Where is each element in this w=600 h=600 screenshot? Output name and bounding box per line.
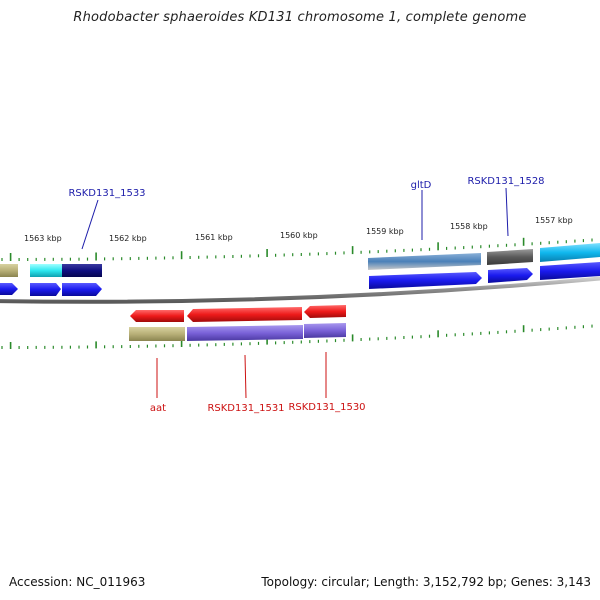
feature-box[interactable]: [62, 264, 102, 277]
forward-gene-arrow[interactable]: [369, 272, 482, 289]
reverse-gene-arrow[interactable]: [187, 307, 302, 322]
ruler-label: 1560 kbp: [280, 231, 318, 240]
ruler-label: 1562 kbp: [109, 234, 147, 243]
genome-summary-text: Topology: circular; Length: 3,152,792 bp…: [261, 575, 591, 589]
feature-box[interactable]: [368, 253, 481, 270]
ruler-label: 1557 kbp: [535, 216, 573, 225]
forward-gene-arrow[interactable]: [540, 262, 600, 280]
gene-label[interactable]: RSKD131_1530: [288, 402, 365, 413]
accession-text: Accession: NC_011963: [9, 575, 146, 589]
tick-ring-outer: [1, 237, 593, 261]
feature-box[interactable]: [187, 325, 303, 341]
gene-label[interactable]: RSKD131_1528: [467, 176, 544, 187]
leader-line: [81, 199, 99, 250]
leader-line: [244, 354, 247, 399]
forward-gene-arrow[interactable]: [0, 283, 18, 295]
feature-box[interactable]: [304, 323, 346, 338]
ruler-label: 1558 kbp: [450, 222, 488, 231]
ruler-label: 1561 kbp: [195, 233, 233, 242]
feature-box[interactable]: [129, 327, 185, 341]
reverse-gene-arrow[interactable]: [130, 310, 184, 322]
gene-label[interactable]: aat: [150, 403, 166, 414]
gene-label[interactable]: RSKD131_1533: [68, 188, 145, 199]
gene-label[interactable]: gltD: [411, 180, 432, 191]
label-leaders: [81, 187, 509, 399]
reverse-gene-arrow[interactable]: [304, 305, 346, 318]
forward-gene-arrow[interactable]: [30, 283, 61, 296]
feature-box[interactable]: [540, 243, 600, 262]
tick-ring-inner: [1, 324, 593, 349]
feature-box[interactable]: [487, 249, 533, 265]
gene-labels: RSKD131_1533 gltD RSKD131_1528 aat RSKD1…: [68, 176, 544, 414]
ruler: 1563 kbp 1562 kbp 1561 kbp 1560 kbp 1559…: [24, 216, 573, 243]
feature-box[interactable]: [0, 264, 18, 277]
map-title: Rhodobacter sphaeroides KD131 chromosome…: [73, 10, 527, 25]
forward-gene-ring: [0, 262, 600, 296]
feature-box[interactable]: [30, 264, 62, 277]
leader-line: [505, 187, 509, 237]
forward-gene-arrow[interactable]: [62, 283, 102, 296]
ruler-label: 1559 kbp: [366, 227, 404, 236]
gene-label[interactable]: RSKD131_1531: [207, 403, 284, 414]
reverse-gene-ring: [130, 305, 346, 322]
chromosome-backbone: [0, 276, 600, 304]
forward-gene-arrow[interactable]: [488, 268, 533, 283]
forward-feature-ring: [0, 243, 600, 277]
reverse-feature-ring: [129, 323, 346, 341]
ruler-label: 1563 kbp: [24, 234, 62, 243]
